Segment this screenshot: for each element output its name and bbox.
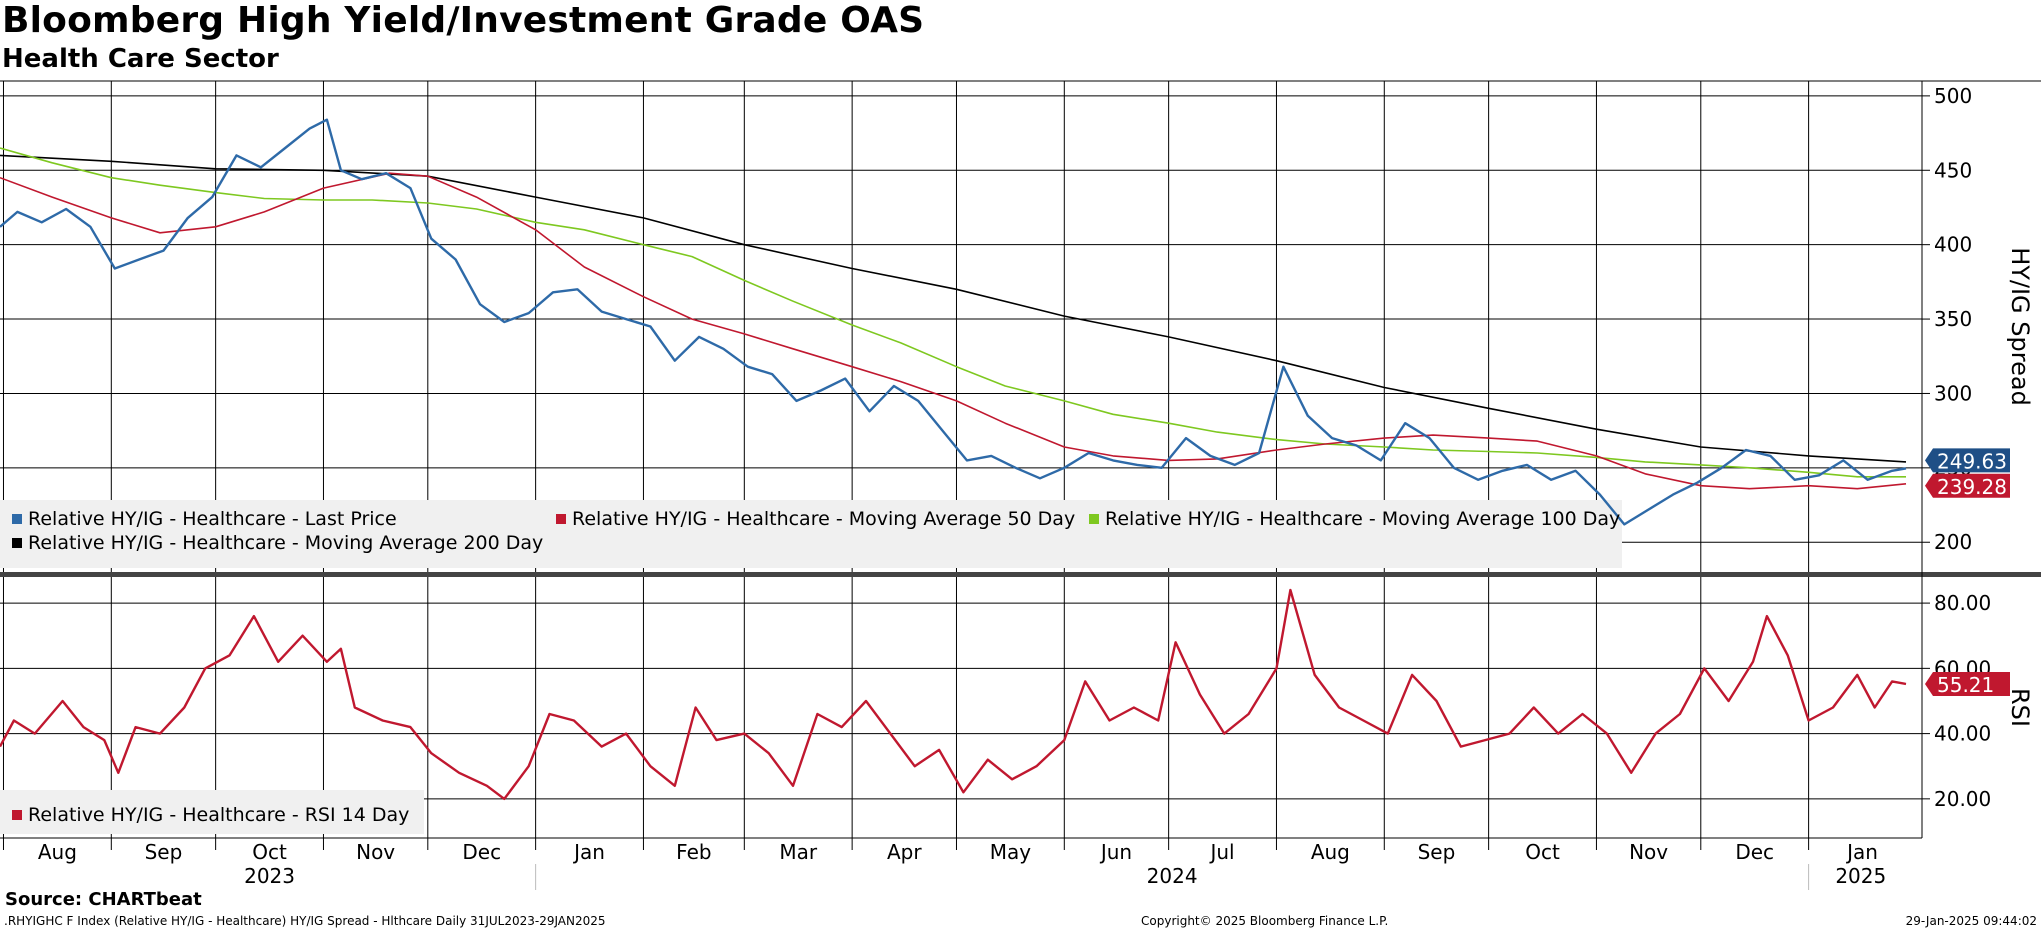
rsi-last-value: 55.21 bbox=[1937, 673, 1994, 697]
x-tick-label: Aug bbox=[38, 840, 77, 864]
x-tick-label: Oct bbox=[1525, 840, 1560, 864]
x-tick-label: Jan bbox=[1845, 840, 1878, 864]
x-tick-label: Sep bbox=[145, 840, 183, 864]
series-line-ma50 bbox=[0, 172, 1907, 490]
series-line-last_price bbox=[0, 118, 1907, 526]
y-tick-label: 300 bbox=[1934, 381, 1972, 405]
legend-label-ma50: Relative HY/IG - Healthcare - Moving Ave… bbox=[572, 508, 1075, 530]
ma50-last-value: 239.28 bbox=[1937, 475, 2007, 499]
y-tick-label: 80.00 bbox=[1934, 591, 1991, 615]
source-label: Source: CHARTbeat bbox=[5, 889, 202, 910]
panel-separator bbox=[0, 572, 2041, 577]
y-axis-title: HY/IG Spread bbox=[2006, 247, 2034, 406]
x-tick-label: Feb bbox=[676, 840, 711, 864]
legend-swatch-ma100 bbox=[1089, 514, 1099, 524]
y-tick-label: 40.00 bbox=[1934, 722, 1991, 746]
y-tick-label: 400 bbox=[1934, 233, 1972, 257]
x-tick-label: Mar bbox=[779, 840, 818, 864]
x-tick-label: Jun bbox=[1099, 840, 1132, 864]
legend-label-ma100: Relative HY/IG - Healthcare - Moving Ave… bbox=[1105, 508, 1620, 530]
series-line-ma200 bbox=[0, 154, 1907, 463]
legend-label-ma200: Relative HY/IG - Healthcare - Moving Ave… bbox=[28, 532, 543, 554]
y-tick-label: 450 bbox=[1934, 158, 1972, 182]
x-tick-label: Oct bbox=[252, 840, 287, 864]
x-year-label: 2025 bbox=[1835, 864, 1886, 888]
rsi-last-tag bbox=[1925, 671, 2010, 696]
x-year-label: 2023 bbox=[244, 864, 295, 888]
y-axis-title: RSI bbox=[2006, 688, 2034, 727]
x-tick-label: Sep bbox=[1418, 840, 1456, 864]
x-tick-label: Nov bbox=[1629, 840, 1668, 864]
legend-background bbox=[0, 500, 1622, 568]
last-price-last-tag bbox=[1925, 448, 2010, 473]
x-tick-label: Dec bbox=[1735, 840, 1774, 864]
x-tick-label: Apr bbox=[887, 840, 922, 864]
legend-label-rsi: Relative HY/IG - Healthcare - RSI 14 Day bbox=[28, 804, 409, 826]
legend-background bbox=[0, 790, 424, 834]
y-tick-label: 350 bbox=[1934, 307, 1972, 331]
y-tick-label: 200 bbox=[1934, 530, 1972, 554]
index-info: .RHYIGHC F Index (Relative HY/IG - Healt… bbox=[4, 914, 606, 928]
y-tick-label: 500 bbox=[1934, 84, 1972, 108]
ma50-last-tag bbox=[1925, 473, 2010, 498]
legend-swatch-last_price bbox=[12, 514, 22, 524]
x-tick-label: Jan bbox=[572, 840, 605, 864]
legend-swatch-rsi bbox=[12, 810, 22, 820]
x-tick-label: Nov bbox=[356, 840, 395, 864]
x-tick-label: May bbox=[990, 840, 1032, 864]
x-tick-label: Aug bbox=[1311, 840, 1350, 864]
timestamp: 29-Jan-2025 09:44:02 bbox=[1905, 914, 2037, 928]
series-line-rsi bbox=[0, 588, 1907, 801]
x-year-label: 2024 bbox=[1147, 864, 1198, 888]
x-tick-label: Jul bbox=[1208, 840, 1234, 864]
legend-swatch-ma50 bbox=[556, 514, 566, 524]
chart-title: Bloomberg High Yield/Investment Grade OA… bbox=[2, 0, 925, 41]
legend-label-last_price: Relative HY/IG - Healthcare - Last Price bbox=[28, 508, 397, 530]
chart-subtitle: Health Care Sector bbox=[2, 44, 279, 74]
x-tick-label: Dec bbox=[462, 840, 501, 864]
legend-swatch-ma200 bbox=[12, 538, 22, 548]
y-tick-label: 20.00 bbox=[1934, 787, 1991, 811]
series-line-ma100 bbox=[0, 147, 1906, 478]
last-price-last-value: 249.63 bbox=[1937, 449, 2007, 473]
copyright: Copyright© 2025 Bloomberg Finance L.P. bbox=[1141, 914, 1389, 928]
